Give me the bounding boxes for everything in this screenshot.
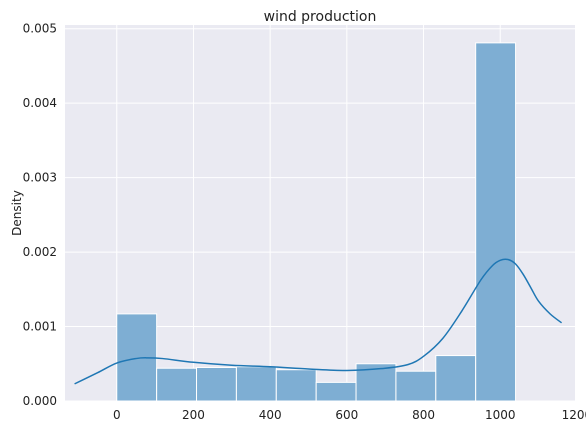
y-tick-label: 0.002 bbox=[23, 245, 57, 259]
y-tick-labels: 0.000 0.001 0.002 0.003 0.004 0.005 bbox=[23, 22, 57, 408]
chart-title: wind production bbox=[264, 9, 377, 25]
histogram-bar bbox=[276, 370, 316, 401]
x-tick-label: 800 bbox=[412, 408, 435, 422]
y-tick-label: 0.000 bbox=[23, 394, 57, 408]
x-tick-label: 600 bbox=[335, 408, 358, 422]
histogram-bar bbox=[197, 367, 237, 401]
histogram-bar bbox=[157, 368, 197, 401]
x-tick-label: 1000 bbox=[485, 408, 516, 422]
y-tick-label: 0.005 bbox=[23, 22, 57, 36]
x-tick-label: 400 bbox=[259, 408, 282, 422]
histogram-bar bbox=[316, 382, 356, 401]
x-tick-label: 200 bbox=[182, 408, 205, 422]
histogram-bar bbox=[396, 371, 436, 401]
histogram-bar bbox=[476, 43, 516, 401]
y-tick-label: 0.004 bbox=[23, 96, 57, 110]
histogram-bar bbox=[436, 356, 476, 401]
histogram-bar bbox=[236, 367, 276, 401]
y-tick-label: 0.001 bbox=[23, 320, 57, 334]
y-axis-label: Density bbox=[10, 190, 24, 236]
x-tick-label: 0 bbox=[113, 408, 121, 422]
y-tick-label: 0.003 bbox=[23, 171, 57, 185]
